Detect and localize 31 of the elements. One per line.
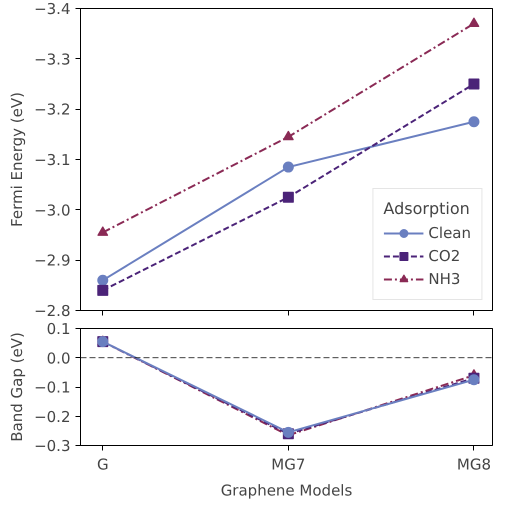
- x-tick-label: G: [96, 456, 109, 474]
- legend-label: NH3: [428, 270, 460, 288]
- point: [468, 78, 480, 90]
- y-tick-label: −0.3: [34, 437, 71, 455]
- point: [97, 226, 108, 236]
- point: [97, 284, 108, 296]
- y-tick-label: 0.1: [46, 320, 71, 338]
- y-tick-label: −3.0: [34, 201, 71, 220]
- legend-label: Clean: [428, 224, 471, 242]
- y-axis-title: Band Gap (eV): [8, 332, 26, 442]
- y-tick-label: −2.8: [34, 302, 71, 320]
- y-tick-label: 0.0: [46, 349, 71, 368]
- y-tick-label: −3.3: [34, 50, 71, 68]
- legend-label: CO2: [428, 247, 460, 265]
- y-tick-label: −3.2: [34, 100, 71, 119]
- y-tick-label: −3.4: [34, 0, 71, 18]
- y-axis-title: Fermi Energy (eV): [8, 92, 26, 227]
- point: [468, 116, 480, 128]
- point: [468, 17, 480, 27]
- point: [282, 130, 294, 140]
- x-tick-label: MG8: [456, 456, 491, 474]
- x-axis-title: Graphene Models: [220, 482, 352, 500]
- point: [282, 162, 294, 173]
- point: [282, 192, 294, 203]
- point: [97, 274, 108, 286]
- y-tick-label: −0.2: [34, 408, 71, 426]
- y-tick-label: −3.1: [34, 151, 71, 169]
- y-tick-label: −0.1: [34, 378, 71, 396]
- x-tick-label: MG7: [271, 456, 306, 474]
- y-tick-label: −2.9: [34, 252, 71, 270]
- legend-title: Adsorption: [383, 199, 471, 218]
